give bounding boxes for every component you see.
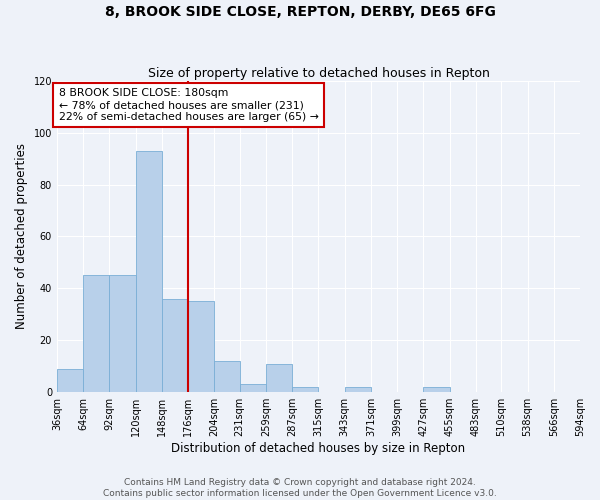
Bar xyxy=(188,302,214,392)
Bar xyxy=(57,369,83,392)
Bar xyxy=(240,384,266,392)
Bar xyxy=(109,276,136,392)
Bar xyxy=(83,276,109,392)
Text: 8, BROOK SIDE CLOSE, REPTON, DERBY, DE65 6FG: 8, BROOK SIDE CLOSE, REPTON, DERBY, DE65… xyxy=(104,5,496,19)
Bar xyxy=(136,151,162,392)
Bar xyxy=(266,364,292,392)
Title: Size of property relative to detached houses in Repton: Size of property relative to detached ho… xyxy=(148,66,490,80)
Text: 8 BROOK SIDE CLOSE: 180sqm
← 78% of detached houses are smaller (231)
22% of sem: 8 BROOK SIDE CLOSE: 180sqm ← 78% of deta… xyxy=(59,88,319,122)
Y-axis label: Number of detached properties: Number of detached properties xyxy=(15,144,28,330)
Bar xyxy=(345,387,371,392)
Text: Contains HM Land Registry data © Crown copyright and database right 2024.
Contai: Contains HM Land Registry data © Crown c… xyxy=(103,478,497,498)
Bar xyxy=(292,387,319,392)
Bar xyxy=(214,361,240,392)
X-axis label: Distribution of detached houses by size in Repton: Distribution of detached houses by size … xyxy=(172,442,466,455)
Bar xyxy=(162,298,188,392)
Bar xyxy=(424,387,449,392)
